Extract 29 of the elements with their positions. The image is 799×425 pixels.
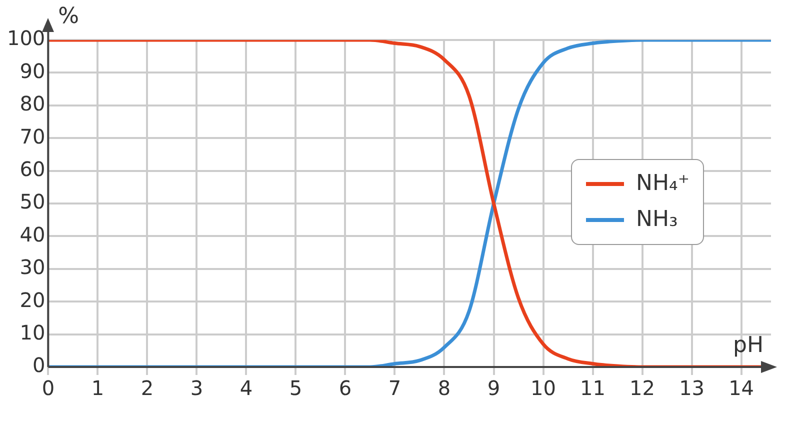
y-axis-title: % <box>58 4 80 29</box>
legend-label: NH₃ <box>636 207 678 232</box>
y-tick-label: 30 <box>20 255 46 280</box>
y-tick-label: 60 <box>20 157 46 182</box>
y-tick-label: 20 <box>20 288 46 312</box>
y-tick-label: 80 <box>20 92 46 116</box>
x-tick-label: 14 <box>728 376 754 400</box>
x-tick-label: 4 <box>240 376 253 400</box>
x-tick-label: 2 <box>140 376 154 400</box>
x-tick-label: 12 <box>630 376 656 400</box>
x-tick-label: 8 <box>438 376 451 400</box>
x-tick-label: 10 <box>530 376 556 400</box>
y-tick-label: 70 <box>20 124 46 148</box>
x-tick-label: 3 <box>190 376 204 400</box>
y-tick-label: 100 <box>6 26 46 50</box>
y-tick-label: 10 <box>20 320 46 345</box>
x-tick-label: 7 <box>388 376 402 400</box>
x-tick-label: 1 <box>91 376 104 400</box>
y-tick-label: 50 <box>20 190 46 214</box>
x-axis-title: pH <box>733 333 764 358</box>
y-tick-label: 90 <box>20 58 46 83</box>
x-tick-label: 11 <box>580 376 606 400</box>
y-tick-label: 40 <box>20 222 46 246</box>
x-tick-label: 13 <box>679 376 705 400</box>
legend-label: NH₄⁺ <box>636 171 690 196</box>
x-tick-label: 6 <box>338 376 352 400</box>
y-tick-label: 0 <box>32 353 46 378</box>
x-tick-label: 9 <box>487 376 500 400</box>
x-tick-label: 5 <box>289 376 302 400</box>
